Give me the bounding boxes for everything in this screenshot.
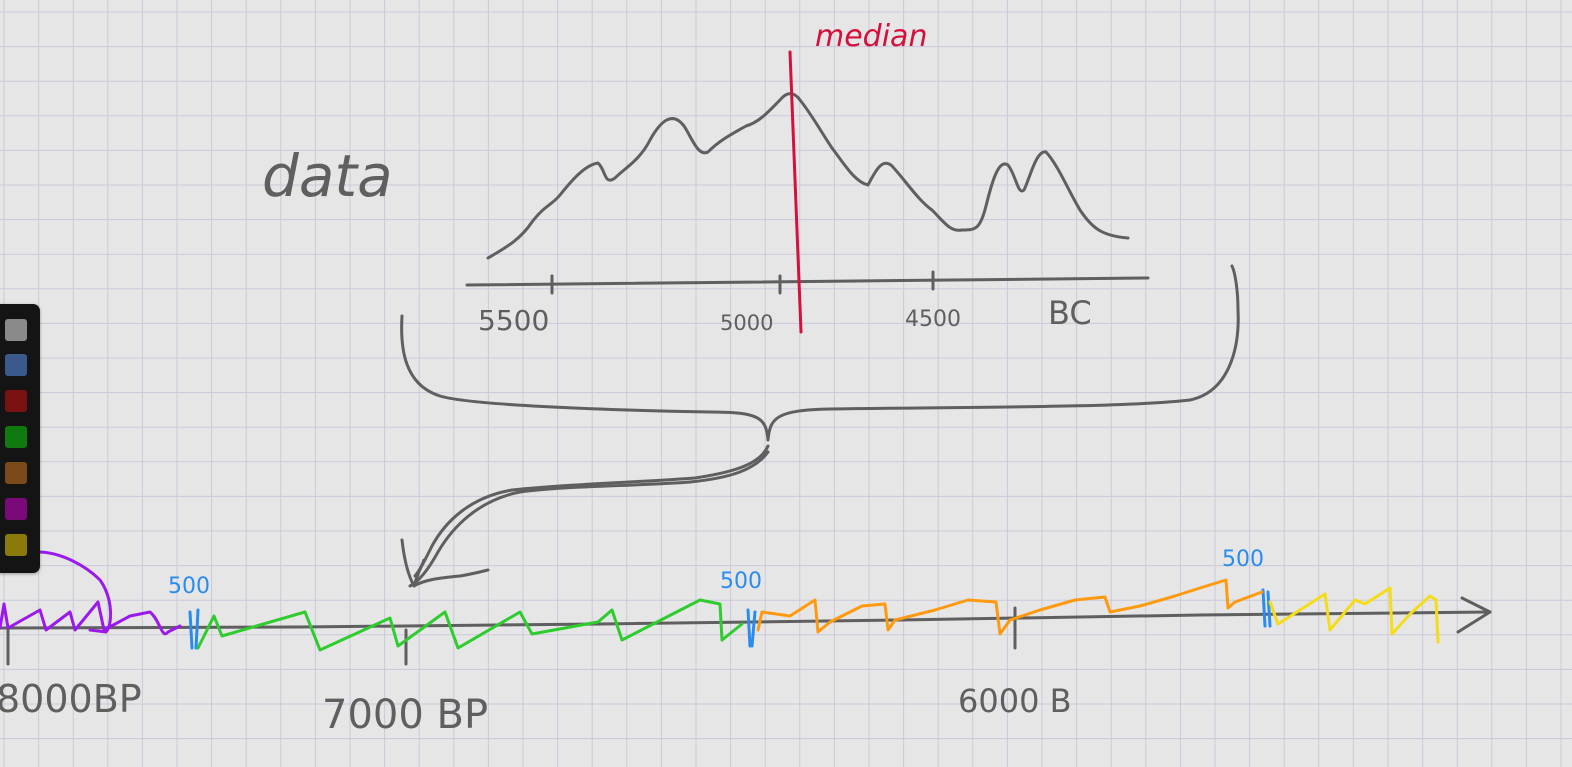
orange-sawtooth: [756, 578, 1264, 636]
swatch-olive[interactable]: [5, 534, 27, 556]
median-line: [788, 50, 803, 334]
data-word: data: [262, 142, 393, 210]
color-palette: [0, 304, 40, 573]
swatch-blue[interactable]: [5, 354, 27, 376]
tick-label-5500: 5500: [478, 304, 549, 337]
top-axis-line: [465, 276, 1150, 287]
median-label: median: [815, 19, 927, 54]
density-curve: [486, 92, 1130, 260]
bottom-label-8000bp: 8000BP: [0, 677, 142, 721]
segment-divider: [746, 608, 757, 648]
green-sawtooth: [196, 598, 744, 652]
connector-arrow-double: [413, 444, 770, 578]
bottom-axis-line: [0, 610, 1492, 630]
swatch-green[interactable]: [5, 426, 27, 448]
swatch-brown[interactable]: [5, 462, 27, 484]
curly-brace: [400, 264, 1240, 442]
connector-arrow: [408, 450, 770, 588]
swatch-gray[interactable]: [5, 319, 27, 341]
segment-label-500: 500: [168, 574, 210, 599]
segment-label-500: 500: [1222, 547, 1264, 572]
segment-divider: [1261, 588, 1272, 628]
bottom-label-6000b: 6000 B: [958, 682, 1072, 720]
tick-label-5000: 5000: [720, 311, 773, 335]
purple-sawtooth: [0, 600, 182, 636]
yellow-sawtooth: [1268, 586, 1440, 644]
bottom-axis-arrowhead: [1456, 596, 1492, 634]
top-axis-unit: BC: [1048, 294, 1092, 332]
swatch-purple[interactable]: [5, 498, 27, 520]
tick-label-4500: 4500: [905, 307, 961, 332]
bottom-label-7000bp: 7000 BP: [322, 692, 488, 738]
arrow-head: [400, 538, 490, 588]
purple-loop: [36, 550, 112, 634]
segment-divider: [188, 608, 200, 650]
swatch-red[interactable]: [5, 390, 27, 412]
segment-label-500: 500: [720, 569, 762, 594]
